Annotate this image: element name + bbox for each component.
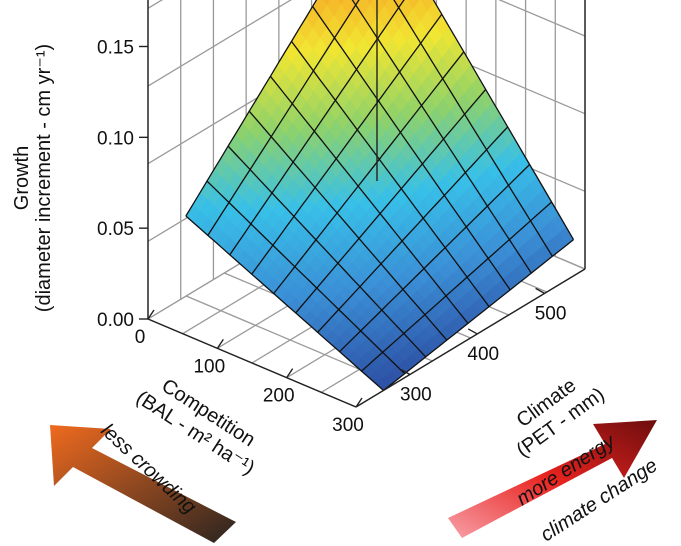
- climate-change-arrow-shape: [448, 420, 657, 538]
- mesh-line: [393, 0, 553, 257]
- climate-tick-label: 400: [467, 344, 499, 365]
- competition-tick-label: 0: [135, 327, 146, 348]
- left-wall-hline: [147, 0, 292, 87]
- right-wall-hline: [498, 0, 586, 37]
- climate-tick-label: 500: [535, 303, 567, 324]
- mesh-line: [269, 75, 469, 324]
- z-tick-label: 0.10: [97, 128, 134, 149]
- mesh-line: [185, 0, 318, 217]
- tick-labels: 0.00 0.05 0.10 0.15 0 100 200 300 300 400 500: [97, 38, 566, 437]
- climate-axis-line: [355, 268, 586, 408]
- competition-tick-label: 300: [332, 415, 364, 436]
- less-crowding-arrow-shape: [50, 425, 236, 543]
- mesh-line: [295, 88, 487, 314]
- mesh-line: [432, 0, 575, 240]
- mesh-line: [206, 180, 406, 375]
- competition-tick-label: 100: [193, 356, 225, 377]
- mesh-line: [185, 215, 384, 391]
- competition-axis-line: [147, 318, 357, 408]
- mesh-line: [229, 0, 405, 256]
- competition-tick: [216, 338, 224, 349]
- mesh-line: [317, 126, 509, 333]
- mesh-line: [227, 145, 427, 358]
- competition-tick-label: 200: [263, 386, 295, 407]
- z-tick-label: 0.00: [97, 310, 134, 331]
- competition-tick: [355, 397, 363, 408]
- climate-tick-label: 300: [400, 385, 432, 406]
- z-axis-label-line2: (diameter increment - cm yr⁻¹): [33, 44, 55, 312]
- climate-tick: [400, 368, 411, 376]
- mesh-line: [339, 164, 531, 353]
- axis-frame: [139, 0, 586, 408]
- mesh-line: [207, 0, 360, 236]
- z-tick-label: 0.05: [97, 219, 134, 240]
- z-axis-label-line1: Growth: [11, 146, 33, 210]
- z-axis-label: Growth (diameter increment - cm yr⁻¹): [11, 44, 55, 312]
- climate-tick: [535, 287, 545, 294]
- competition-tick: [147, 309, 155, 320]
- z-tick-label: 0.15: [97, 38, 134, 59]
- mesh-line: [273, 51, 465, 294]
- mesh-line: [251, 13, 443, 275]
- mesh-line: [351, 0, 532, 274]
- mesh-line: [290, 41, 490, 307]
- mesh-line: [248, 110, 448, 341]
- mesh-line: [312, 6, 511, 291]
- climate-tick: [467, 328, 478, 335]
- mesh-line: [383, 239, 574, 391]
- mesh-line: [361, 201, 553, 372]
- competition-tick: [286, 368, 294, 379]
